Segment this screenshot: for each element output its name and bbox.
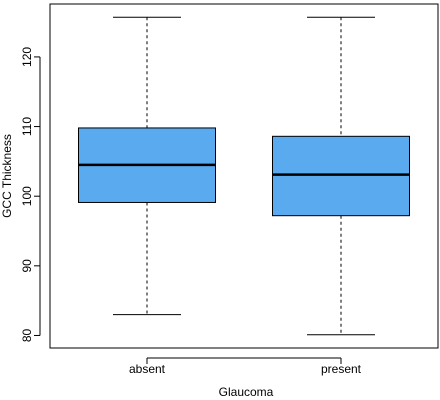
box-absent [78, 16, 216, 316]
iqr-box [272, 135, 410, 217]
boxes-layer [78, 16, 410, 336]
plot-frame [49, 3, 439, 349]
y-tick-label: 120 [20, 47, 34, 67]
x-tick-label-present: present [321, 362, 362, 376]
x-axis: absent present [129, 357, 362, 376]
x-tick-label-absent: absent [129, 362, 166, 376]
y-tick-label: 110 [20, 117, 34, 136]
y-axis-label: GCC Thickness [0, 134, 14, 218]
box-present [272, 16, 410, 336]
x-axis-label: Glaucoma [219, 385, 274, 399]
y-tick-label: 100 [20, 186, 34, 206]
y-tick-label: 90 [20, 259, 34, 273]
y-axis: 80 90 100 110 120 [20, 47, 41, 342]
y-tick-label: 80 [20, 328, 34, 342]
